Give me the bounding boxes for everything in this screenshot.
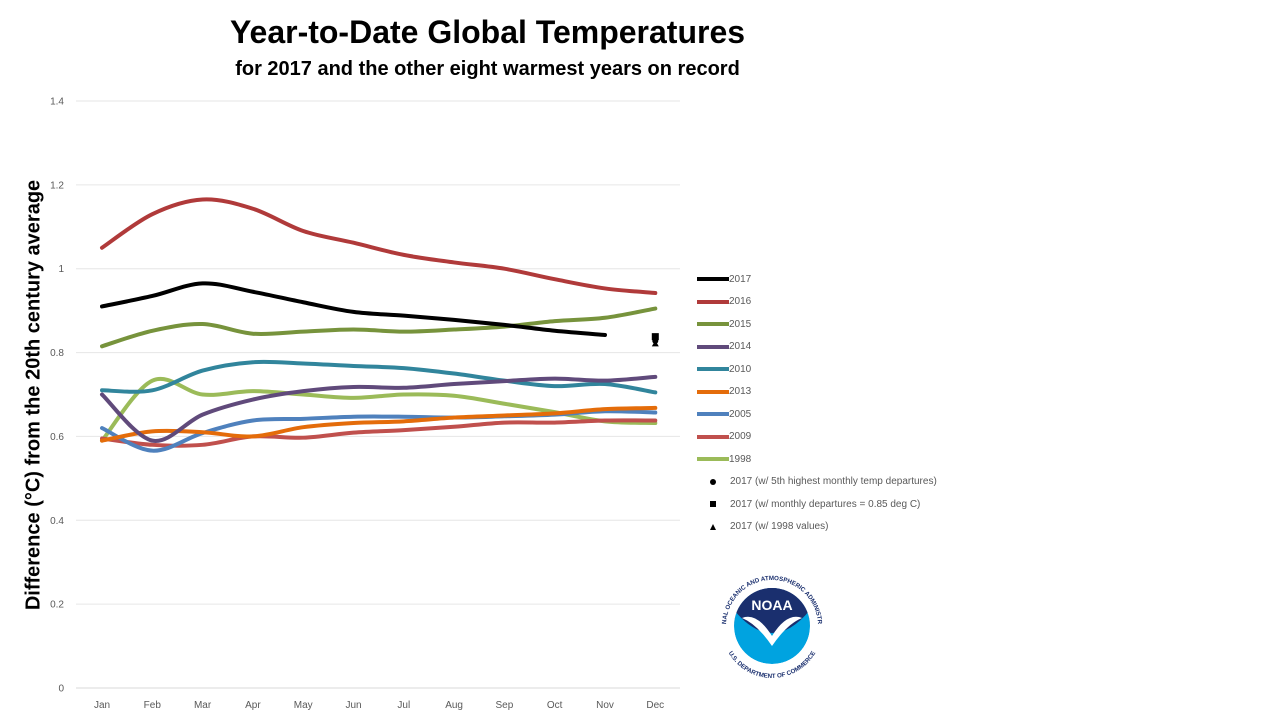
x-tick-label: Jun [345, 700, 361, 711]
legend-swatch [697, 367, 729, 372]
legend-label: 2009 [729, 431, 752, 443]
y-tick-label: 0.2 [50, 600, 64, 611]
chart-subtitle: for 2017 and the other eight warmest yea… [235, 58, 740, 80]
series-line-2009 [100, 418, 658, 448]
x-tick-label: Feb [144, 700, 162, 711]
legend-item: 2017 [697, 268, 937, 291]
legend-item: 2017 (w/ 1998 values) [697, 516, 937, 539]
legend-label: 2010 [729, 363, 752, 375]
series-line-2015 [100, 306, 658, 349]
x-tick-label: Aug [445, 700, 463, 711]
legend-label: 2017 [729, 273, 752, 285]
y-tick-label: 1.4 [50, 97, 64, 108]
legend-square-icon [710, 501, 716, 508]
legend-swatch [697, 322, 729, 327]
series-line-2010 [100, 359, 658, 395]
legend-item: 2016 [697, 291, 937, 314]
chart-title: Year-to-Date Global Temperatures [229, 14, 746, 50]
x-tick-label: Nov [596, 700, 614, 711]
legend-item: 2010 [697, 358, 937, 381]
legend-swatch [697, 457, 729, 462]
y-tick-label: 0.4 [50, 516, 64, 527]
y-tick-label: 0.8 [50, 348, 64, 359]
x-tick-label: Mar [194, 700, 212, 711]
y-tick-label: 1.2 [50, 180, 64, 191]
noaa-logo: NATIONAL OCEANIC AND ATMOSPHERIC ADMINIS… [712, 566, 831, 685]
x-tick-labels: Jan Feb Mar Apr May Jun Jul Aug Sep Oct Nov Dec [94, 700, 664, 711]
legend-item: 1998 [697, 448, 937, 471]
legend-label: 1998 [729, 453, 752, 465]
x-tick-label: Apr [245, 700, 261, 711]
legend-swatch [697, 299, 729, 304]
legend-item: 2017 (w/ 5th highest monthly temp depart… [697, 471, 937, 494]
legend-swatch [697, 389, 729, 394]
legend-label: 2017 (w/ 5th highest monthly temp depart… [730, 476, 937, 488]
legend-triangle-icon [710, 523, 716, 530]
legend-item: 2009 [697, 426, 937, 449]
legend-label: 2017 (w/ monthly departures = 0.85 deg C… [730, 498, 921, 510]
legend-swatch [697, 412, 729, 417]
x-tick-label: Sep [496, 700, 514, 711]
legend-swatch [697, 277, 729, 282]
y-tick-label: 1 [58, 264, 64, 275]
x-tick-label: Jan [94, 700, 110, 711]
legend-item: 2017 (w/ monthly departures = 0.85 deg C… [697, 493, 937, 516]
legend-item: 2015 [697, 313, 937, 336]
legend-circle-icon [710, 478, 716, 485]
legend-swatch [697, 434, 729, 439]
legend-item: 2005 [697, 403, 937, 426]
december-markers [651, 333, 659, 347]
x-tick-label: Dec [646, 700, 664, 711]
legend-item: 2014 [697, 336, 937, 359]
marker-square [651, 333, 659, 341]
x-tick-label: May [294, 700, 313, 711]
legend-label: 2015 [729, 318, 752, 330]
logo-noaa-text: NOAA [751, 597, 792, 613]
legend-label: 2013 [729, 386, 752, 398]
y-tick-label: 0.6 [50, 432, 64, 443]
series-lines [100, 197, 658, 453]
chart-legend: 2017 2016 2015 2014 2010 2013 2005 2009 1998 2017… [697, 268, 937, 538]
x-tick-label: Oct [547, 700, 563, 711]
legend-label: 2017 (w/ 1998 values) [730, 521, 829, 533]
series-line-2013 [100, 405, 658, 443]
series-line-2016 [100, 197, 658, 296]
legend-label: 2016 [729, 296, 752, 308]
series-line-2014 [100, 374, 658, 443]
gridlines [76, 100, 680, 689]
y-tick-label: 0 [58, 684, 64, 695]
x-tick-label: Jul [397, 700, 410, 711]
legend-swatch [697, 344, 729, 349]
legend-item: 2013 [697, 381, 937, 404]
legend-label: 2005 [729, 408, 752, 420]
y-tick-labels: 0 0.2 0.4 0.6 0.8 1 1.2 1.4 [50, 97, 64, 695]
marker-triangle [651, 340, 659, 347]
series-line-2017 [100, 281, 607, 337]
seagull-icon [742, 616, 802, 646]
legend-label: 2014 [729, 341, 752, 353]
